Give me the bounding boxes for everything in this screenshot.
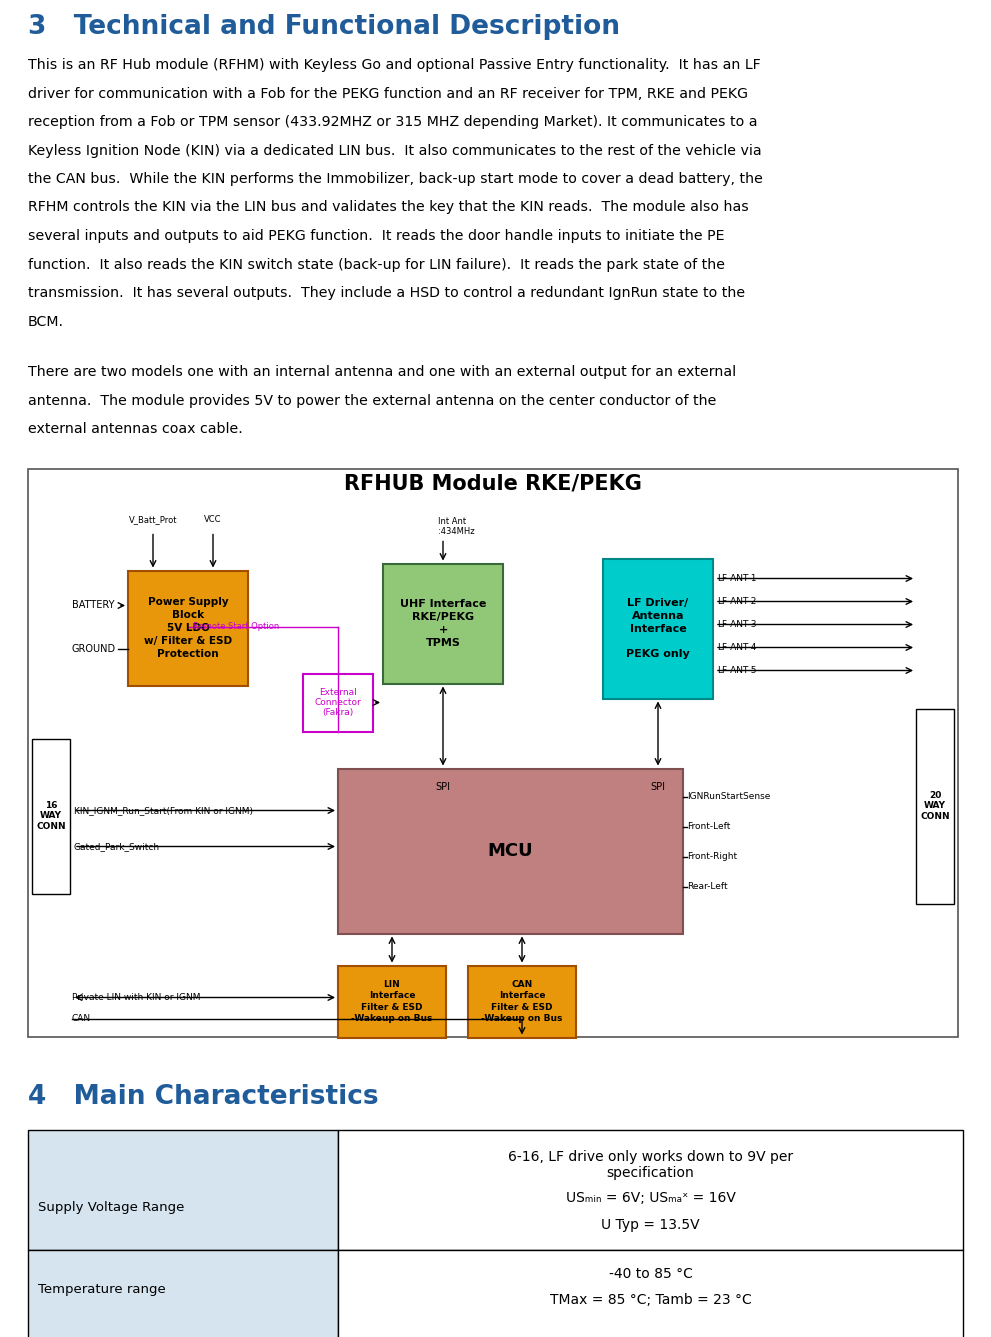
Text: CAN
Interface
Filter & ESD
-Wakeup on Bus: CAN Interface Filter & ESD -Wakeup on Bu… [482,980,563,1023]
Text: Keyless Ignition Node (KIN) via a dedicated LIN bus.  It also communicates to th: Keyless Ignition Node (KIN) via a dedica… [28,143,762,158]
Text: Remote Start Option: Remote Start Option [193,622,279,631]
FancyBboxPatch shape [128,571,248,686]
Text: CAN: CAN [72,1013,91,1023]
Text: driver for communication with a Fob for the PEKG function and an RF receiver for: driver for communication with a Fob for … [28,87,748,100]
Text: external antennas coax cable.: external antennas coax cable. [28,422,243,436]
Text: Rear-Left: Rear-Left [687,882,727,890]
Text: specification: specification [606,1166,695,1179]
Text: transmission.  It has several outputs.  They include a HSD to control a redundan: transmission. It has several outputs. Th… [28,286,745,299]
Text: MCU: MCU [488,842,533,860]
FancyBboxPatch shape [28,1250,338,1337]
Text: IGNRunStartSense: IGNRunStartSense [687,792,770,801]
Text: This is an RF Hub module (RFHM) with Keyless Go and optional Passive Entry funct: This is an RF Hub module (RFHM) with Key… [28,57,761,72]
Text: 20
WAY
CONN: 20 WAY CONN [921,792,949,821]
FancyBboxPatch shape [28,1130,338,1250]
Text: Private LIN with KIN or IGNM: Private LIN with KIN or IGNM [72,993,200,1001]
Text: LF-ANT-1: LF-ANT-1 [717,574,756,583]
Text: LF-ANT-5: LF-ANT-5 [717,666,756,675]
Text: There are two models one with an internal antenna and one with an external outpu: There are two models one with an interna… [28,365,736,378]
Text: 16
WAY
CONN: 16 WAY CONN [37,801,65,830]
FancyBboxPatch shape [338,769,683,933]
Text: -40 to 85 °C: -40 to 85 °C [608,1267,693,1281]
FancyBboxPatch shape [338,965,446,1038]
Text: Gated_Park_Switch: Gated_Park_Switch [74,842,161,850]
Text: 6-16, LF drive only works down to 9V per: 6-16, LF drive only works down to 9V per [508,1150,793,1163]
Text: the CAN bus.  While the KIN performs the Immobilizer, back-up start mode to cove: the CAN bus. While the KIN performs the … [28,172,763,186]
FancyBboxPatch shape [28,468,958,1036]
FancyBboxPatch shape [603,559,713,698]
Text: 4   Main Characteristics: 4 Main Characteristics [28,1084,379,1111]
Text: BATTERY: BATTERY [72,600,115,611]
Text: function.  It also reads the KIN switch state (back-up for LIN failure).  It rea: function. It also reads the KIN switch s… [28,258,725,271]
FancyBboxPatch shape [383,563,503,683]
Text: 3   Technical and Functional Description: 3 Technical and Functional Description [28,13,620,40]
Text: LIN
Interface
Filter & ESD
-Wakeup on Bus: LIN Interface Filter & ESD -Wakeup on Bu… [352,980,433,1023]
Text: Supply Voltage Range: Supply Voltage Range [38,1201,184,1214]
Text: reception from a Fob or TPM sensor (433.92MHZ or 315 MHZ depending Market). It c: reception from a Fob or TPM sensor (433.… [28,115,757,128]
Text: LF-ANT-3: LF-ANT-3 [717,620,756,628]
Text: antenna.  The module provides 5V to power the external antenna on the center con: antenna. The module provides 5V to power… [28,393,716,408]
Text: several inputs and outputs to aid PEKG function.  It reads the door handle input: several inputs and outputs to aid PEKG f… [28,229,724,243]
Text: KIN_IGNM_Run_Start(From KIN or IGNM): KIN_IGNM_Run_Start(From KIN or IGNM) [74,806,253,816]
FancyBboxPatch shape [32,738,70,893]
Text: U Typ = 13.5V: U Typ = 13.5V [602,1218,700,1231]
FancyBboxPatch shape [916,709,954,904]
Text: SPI: SPI [650,782,666,793]
Text: TMax = 85 °C; Tamb = 23 °C: TMax = 85 °C; Tamb = 23 °C [550,1293,751,1308]
FancyBboxPatch shape [468,965,576,1038]
FancyBboxPatch shape [338,1130,963,1250]
Text: External
Connector
(Fakra): External Connector (Fakra) [314,687,362,718]
Text: V_Batt_Prot: V_Batt_Prot [129,516,177,524]
Text: Front-Right: Front-Right [687,852,737,861]
Text: BCM.: BCM. [28,314,64,329]
Text: LF-ANT-4: LF-ANT-4 [717,643,756,652]
Text: LF-ANT-2: LF-ANT-2 [717,598,756,606]
Text: VCC: VCC [204,516,222,524]
Text: Int Ant
:434MHz: Int Ant :434MHz [438,516,475,536]
Text: RFHUB Module RKE/PEKG: RFHUB Module RKE/PEKG [344,473,642,493]
Text: USₘᵢₙ = 6V; USₘₐˣ = 16V: USₘᵢₙ = 6V; USₘₐˣ = 16V [566,1191,735,1206]
Text: UHF Interface
RKE/PEKG
+
TPMS: UHF Interface RKE/PEKG + TPMS [399,599,487,647]
Text: LF Driver/
Antenna
Interface

PEKG only: LF Driver/ Antenna Interface PEKG only [626,598,690,659]
FancyBboxPatch shape [338,1250,963,1337]
Text: Front-Left: Front-Left [687,822,730,832]
Text: Power Supply
Block
5V LDO
w/ Filter & ESD
Protection: Power Supply Block 5V LDO w/ Filter & ES… [144,598,232,659]
Text: RFHM controls the KIN via the LIN bus and validates the key that the KIN reads. : RFHM controls the KIN via the LIN bus an… [28,201,749,214]
Text: SPI: SPI [435,782,451,793]
Text: Temperature range: Temperature range [38,1282,165,1296]
Text: GROUND: GROUND [72,643,116,654]
FancyBboxPatch shape [303,674,373,731]
